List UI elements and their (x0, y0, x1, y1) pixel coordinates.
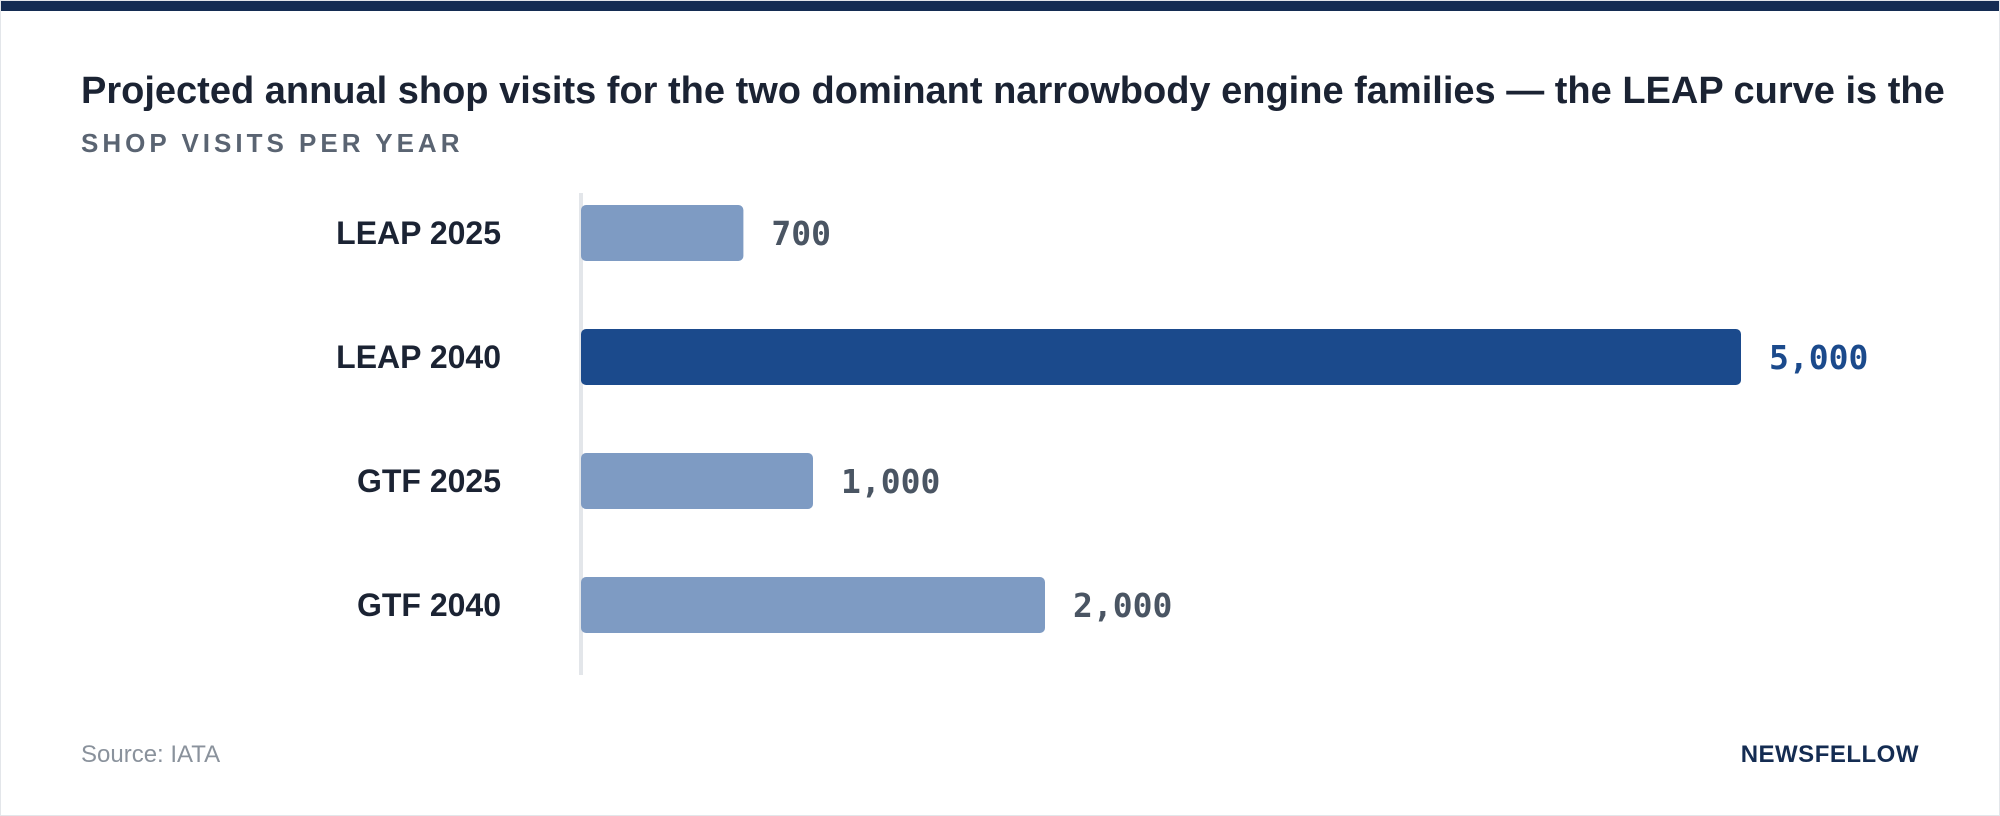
chart-subtitle: SHOP VISITS PER YEAR (81, 128, 464, 158)
bar-leap-2025 (581, 205, 744, 261)
category-label: GTF 2040 (357, 587, 501, 623)
publisher-logo: NEWSFELLOW (1740, 741, 1919, 768)
bar-gtf-2040 (581, 577, 1045, 633)
category-label: LEAP 2025 (336, 215, 501, 251)
category-label: LEAP 2040 (336, 339, 501, 375)
value-label: 5,000 (1769, 338, 1868, 377)
source-note: Source: IATA (81, 741, 221, 768)
bar-leap-2040 (581, 329, 1741, 385)
category-label: GTF 2025 (357, 463, 501, 499)
top-accent-rule (1, 1, 1999, 11)
value-label: 700 (771, 214, 831, 253)
value-label: 2,000 (1073, 586, 1172, 625)
chart-title: Projected annual shop visits for the two… (81, 70, 1945, 112)
bar-gtf-2025 (581, 453, 813, 509)
value-label: 1,000 (841, 462, 940, 501)
